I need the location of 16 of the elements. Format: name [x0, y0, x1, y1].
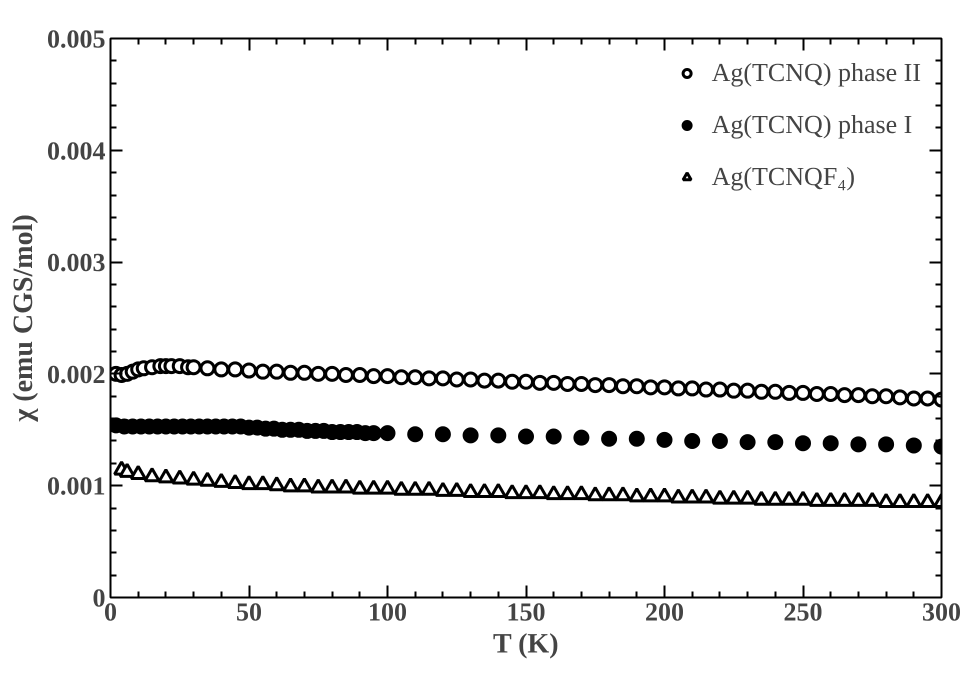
y-axis-title: χ (emu CGS/mol)	[8, 214, 39, 423]
legend-label: Ag(TCNQF₄)	[712, 162, 856, 192]
y-tick-label: 0.004	[47, 136, 106, 166]
x-tick-label: 200	[645, 598, 684, 626]
legend-label: Ag(TCNQ) phase I	[712, 110, 912, 140]
x-tick-label: 100	[368, 598, 407, 626]
y-tick-label: 0.001	[47, 472, 106, 501]
y-tick-label: 0.003	[47, 248, 106, 278]
legend-label: Ag(TCNQ) phase II	[712, 58, 921, 88]
x-tick-label: 150	[506, 598, 546, 626]
x-tick-label: 50	[236, 598, 262, 626]
x-tick-label: 250	[784, 598, 822, 626]
y-tick-label: 0.005	[47, 24, 106, 54]
x-axis-title: T (K)	[492, 628, 559, 660]
y-tick-label: 0.002	[47, 360, 106, 389]
x-tick-label: 300	[922, 598, 961, 626]
